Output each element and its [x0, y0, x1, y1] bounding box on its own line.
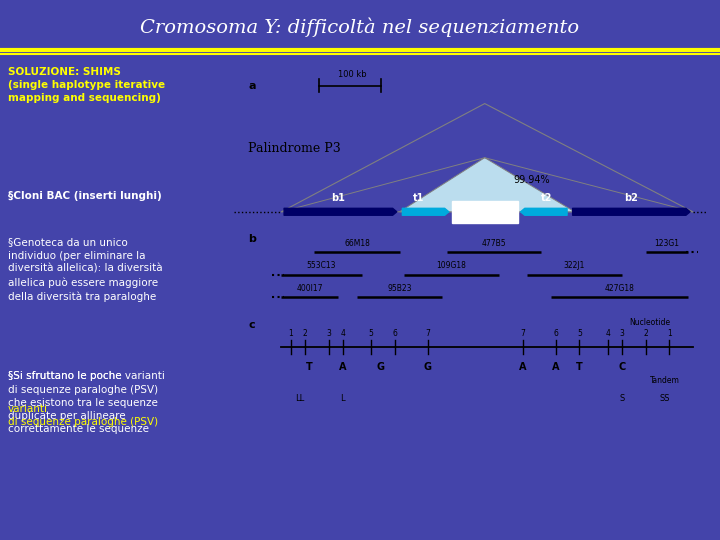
Text: a: a	[248, 81, 256, 91]
Text: §Si sfruttano le poche: §Si sfruttano le poche	[8, 372, 125, 381]
Text: A: A	[552, 362, 559, 372]
Text: 123G1: 123G1	[654, 239, 680, 248]
Text: 109G18: 109G18	[436, 261, 467, 270]
Text: T: T	[576, 362, 582, 372]
Text: L: L	[341, 394, 345, 403]
Text: 4: 4	[606, 329, 610, 338]
Text: SS: SS	[660, 394, 670, 403]
Text: 400I17: 400I17	[297, 284, 323, 293]
Text: b1: b1	[331, 193, 345, 202]
Text: b: b	[248, 234, 256, 244]
Text: 6: 6	[553, 329, 558, 338]
Text: C: C	[618, 362, 626, 372]
Text: Tandem: Tandem	[649, 376, 680, 385]
Text: 3: 3	[326, 329, 331, 338]
Text: b2: b2	[624, 193, 639, 202]
Text: 5: 5	[369, 329, 374, 338]
Text: SOLUZIONE: SHIMS
(single haplotype iterative
mapping and sequencing): SOLUZIONE: SHIMS (single haplotype itera…	[8, 67, 165, 103]
Text: T: T	[306, 362, 313, 372]
Text: 7: 7	[520, 329, 525, 338]
Text: 95B23: 95B23	[387, 284, 412, 293]
Text: varianti
di sequenze paraloghe (PSV): varianti di sequenze paraloghe (PSV)	[8, 404, 158, 427]
Text: §Cloni BAC (inserti lunghi): §Cloni BAC (inserti lunghi)	[8, 191, 162, 201]
Text: A: A	[339, 362, 346, 372]
Text: 2: 2	[643, 329, 648, 338]
Text: 322J1: 322J1	[564, 261, 585, 270]
Text: §Si sfruttano le poche varianti
di sequenze paraloghe (PSV)
che esistono tra le : §Si sfruttano le poche varianti di seque…	[8, 372, 165, 434]
Text: §Genoteca da un unico
individuo (per eliminare la
diversità allelica): la divers: §Genoteca da un unico individuo (per eli…	[8, 238, 163, 302]
Text: Nucleotide: Nucleotide	[630, 318, 671, 327]
Text: 66M18: 66M18	[344, 239, 370, 248]
Text: 553C13: 553C13	[307, 261, 336, 270]
Text: t2: t2	[541, 193, 552, 202]
Text: 477B5: 477B5	[482, 239, 506, 248]
FancyArrowPatch shape	[284, 208, 397, 215]
Text: LL: LL	[296, 394, 305, 403]
Text: 6: 6	[392, 329, 397, 338]
Text: 2: 2	[302, 329, 307, 338]
Text: 1: 1	[289, 329, 293, 338]
Text: 427G18: 427G18	[605, 284, 634, 293]
Text: G: G	[377, 362, 384, 372]
Text: S: S	[619, 394, 624, 403]
FancyArrowPatch shape	[402, 208, 449, 215]
FancyArrowPatch shape	[572, 208, 690, 215]
Text: 3: 3	[619, 329, 624, 338]
Text: 4: 4	[341, 329, 345, 338]
Bar	[451, 200, 518, 223]
Text: Palindrome P3: Palindrome P3	[248, 142, 341, 155]
FancyArrowPatch shape	[521, 208, 567, 215]
Polygon shape	[400, 158, 575, 212]
Text: c: c	[248, 320, 255, 330]
Text: 7: 7	[426, 329, 431, 338]
Text: Cromosoma Y: difficoltà nel sequenziamento: Cromosoma Y: difficoltà nel sequenziamen…	[140, 17, 580, 37]
Text: A: A	[519, 362, 526, 372]
Text: 99.94%: 99.94%	[513, 175, 550, 185]
Text: G: G	[424, 362, 432, 372]
Text: 5: 5	[577, 329, 582, 338]
Text: 100 kb: 100 kb	[338, 70, 366, 79]
Text: t1: t1	[413, 193, 424, 202]
Text: 1: 1	[667, 329, 672, 338]
